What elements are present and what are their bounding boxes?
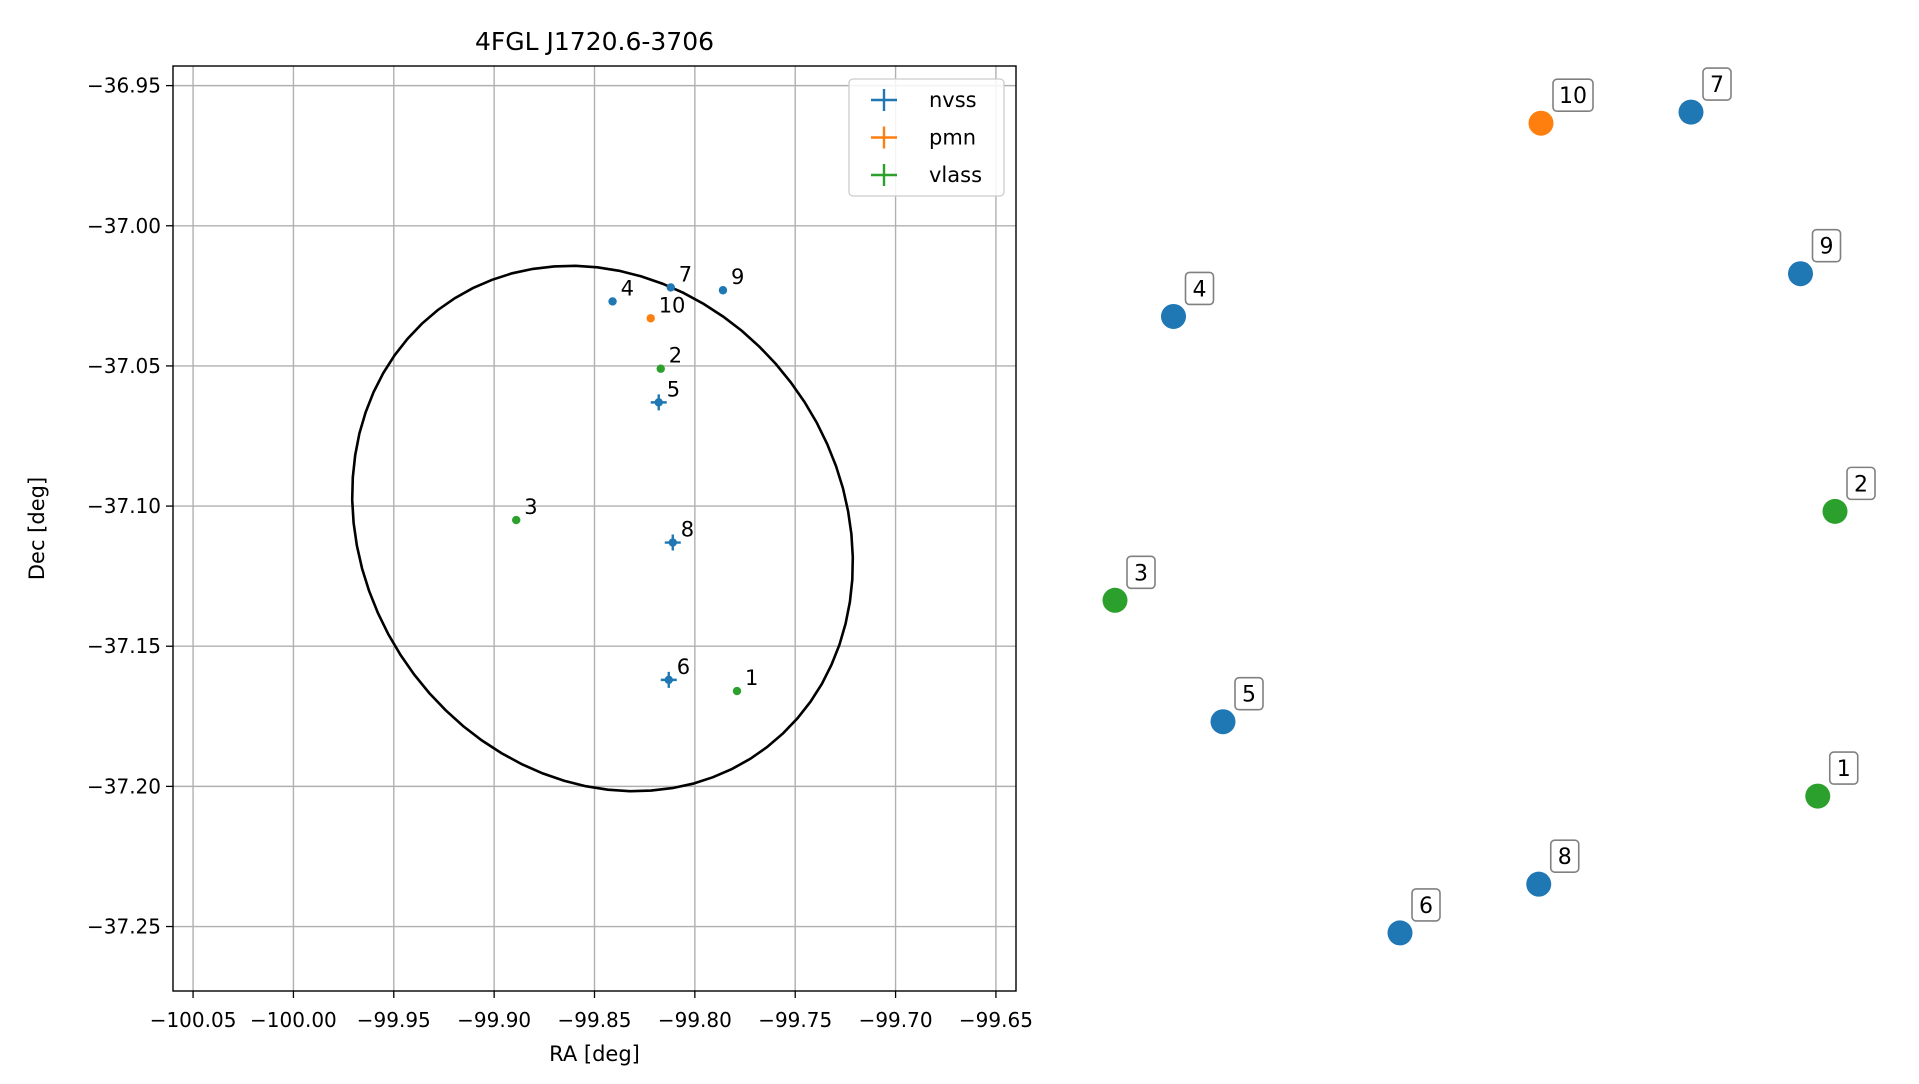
marker-label-9: 9 [1820,235,1834,260]
marker-label-10: 10 [1559,84,1587,109]
legend-entry-nvss: nvss [929,88,977,112]
x-tick-label: −99.70 [859,1008,933,1032]
label-box-2 [1846,466,1876,501]
marker-label-6: 6 [1419,894,1433,919]
source-point-2 [656,364,665,373]
left-plot: 4 5 6 7 8 9 10 1 2 3 −100.05 −100.00 −99.95 −99.90 −9… [25,27,1033,1066]
x-tick-label: −99.65 [959,1008,1033,1032]
marker-label-4: 4 [1193,277,1207,302]
y-axis-label: Dec [deg] [25,477,49,580]
label-box-7 [1702,67,1732,101]
chart-title: 4FGL J1720.6-3706 [475,27,714,56]
source-point-1 [732,686,742,696]
label-box-6 [1411,888,1441,922]
x-axis-ticks: −100.05 −100.00 −99.95 −99.90 −99.85 −99.80 −9… [150,991,1033,1032]
marker-label-2: 2 [1854,472,1868,497]
x-tick-label: −99.75 [758,1008,832,1032]
marker-1 [1805,783,1831,809]
label-box-9 [1811,228,1842,263]
y-tick-label: −37.00 [87,214,161,238]
x-tick-label: −99.85 [557,1008,631,1032]
source-markers: 4 5 6 7 8 9 10 1 2 3 [512,262,758,696]
marker-6 [1387,920,1413,946]
source-label-3: 3 [524,495,537,519]
marker-10 [1528,110,1554,136]
label-box-1 [1828,751,1859,785]
source-label-9: 9 [731,265,744,289]
source-label-5: 5 [667,377,680,401]
marker-label-5: 5 [1242,683,1256,708]
marker-label-3: 3 [1134,561,1148,586]
x-tick-label: −99.80 [658,1008,732,1032]
label-box-8 [1549,839,1580,873]
source-point-9 [718,286,728,295]
source-label-4: 4 [621,276,634,300]
right-plot: 1 2 3 4 5 6 7 8 9 10 [1102,67,1876,946]
source-point-10 [646,314,655,323]
source-label-10: 10 [659,293,686,317]
x-tick-label: −99.95 [357,1008,431,1032]
x-tick-label: −100.05 [150,1008,237,1032]
marker-8 [1526,871,1552,897]
source-point-7 [666,283,675,292]
source-label-7: 7 [679,262,692,286]
marker-3 [1102,587,1128,613]
marker-2 [1822,498,1848,524]
x-tick-label: −100.00 [250,1008,337,1032]
confidence-ellipse [350,264,855,793]
grid-lines [173,66,1016,991]
marker-5 [1210,709,1236,735]
x-tick-label: −99.90 [457,1008,531,1032]
source-point-5 [654,398,663,407]
marker-7 [1678,99,1704,125]
label-box-5 [1234,676,1264,711]
legend-entry-vlass: vlass [929,163,982,187]
source-label-1: 1 [745,666,758,690]
marker-9 [1788,261,1813,287]
source-point-8 [668,538,677,547]
marker-label-8: 8 [1558,845,1572,870]
source-label-6: 6 [677,655,690,679]
legend-box [848,78,1005,197]
y-axis-ticks: −36.95 −37.00 −37.05 −37.10 −37.15 −37.20 −37.… [87,74,173,939]
marker-label-7: 7 [1710,73,1724,98]
source-point-6 [664,675,673,685]
y-tick-label: −37.20 [87,774,161,798]
label-box-3 [1126,555,1156,590]
marker-4 [1161,303,1186,329]
x-axis-label: RA [deg] [549,1042,640,1066]
source-point-4 [608,297,617,306]
source-label-8: 8 [681,518,694,542]
legend-entry-pmn: pmn [929,126,976,150]
y-tick-label: −37.05 [87,354,161,378]
source-label-2: 2 [669,344,682,368]
marker-label-1: 1 [1837,757,1851,782]
legend: nvss pmn vlass [848,78,1005,197]
y-tick-label: −37.25 [87,915,161,939]
y-tick-label: −37.15 [87,634,161,658]
source-point-3 [512,515,521,525]
y-tick-label: −36.95 [87,74,161,98]
y-tick-label: −37.10 [87,494,161,518]
label-box-10 [1552,78,1594,113]
label-box-4 [1184,271,1215,306]
